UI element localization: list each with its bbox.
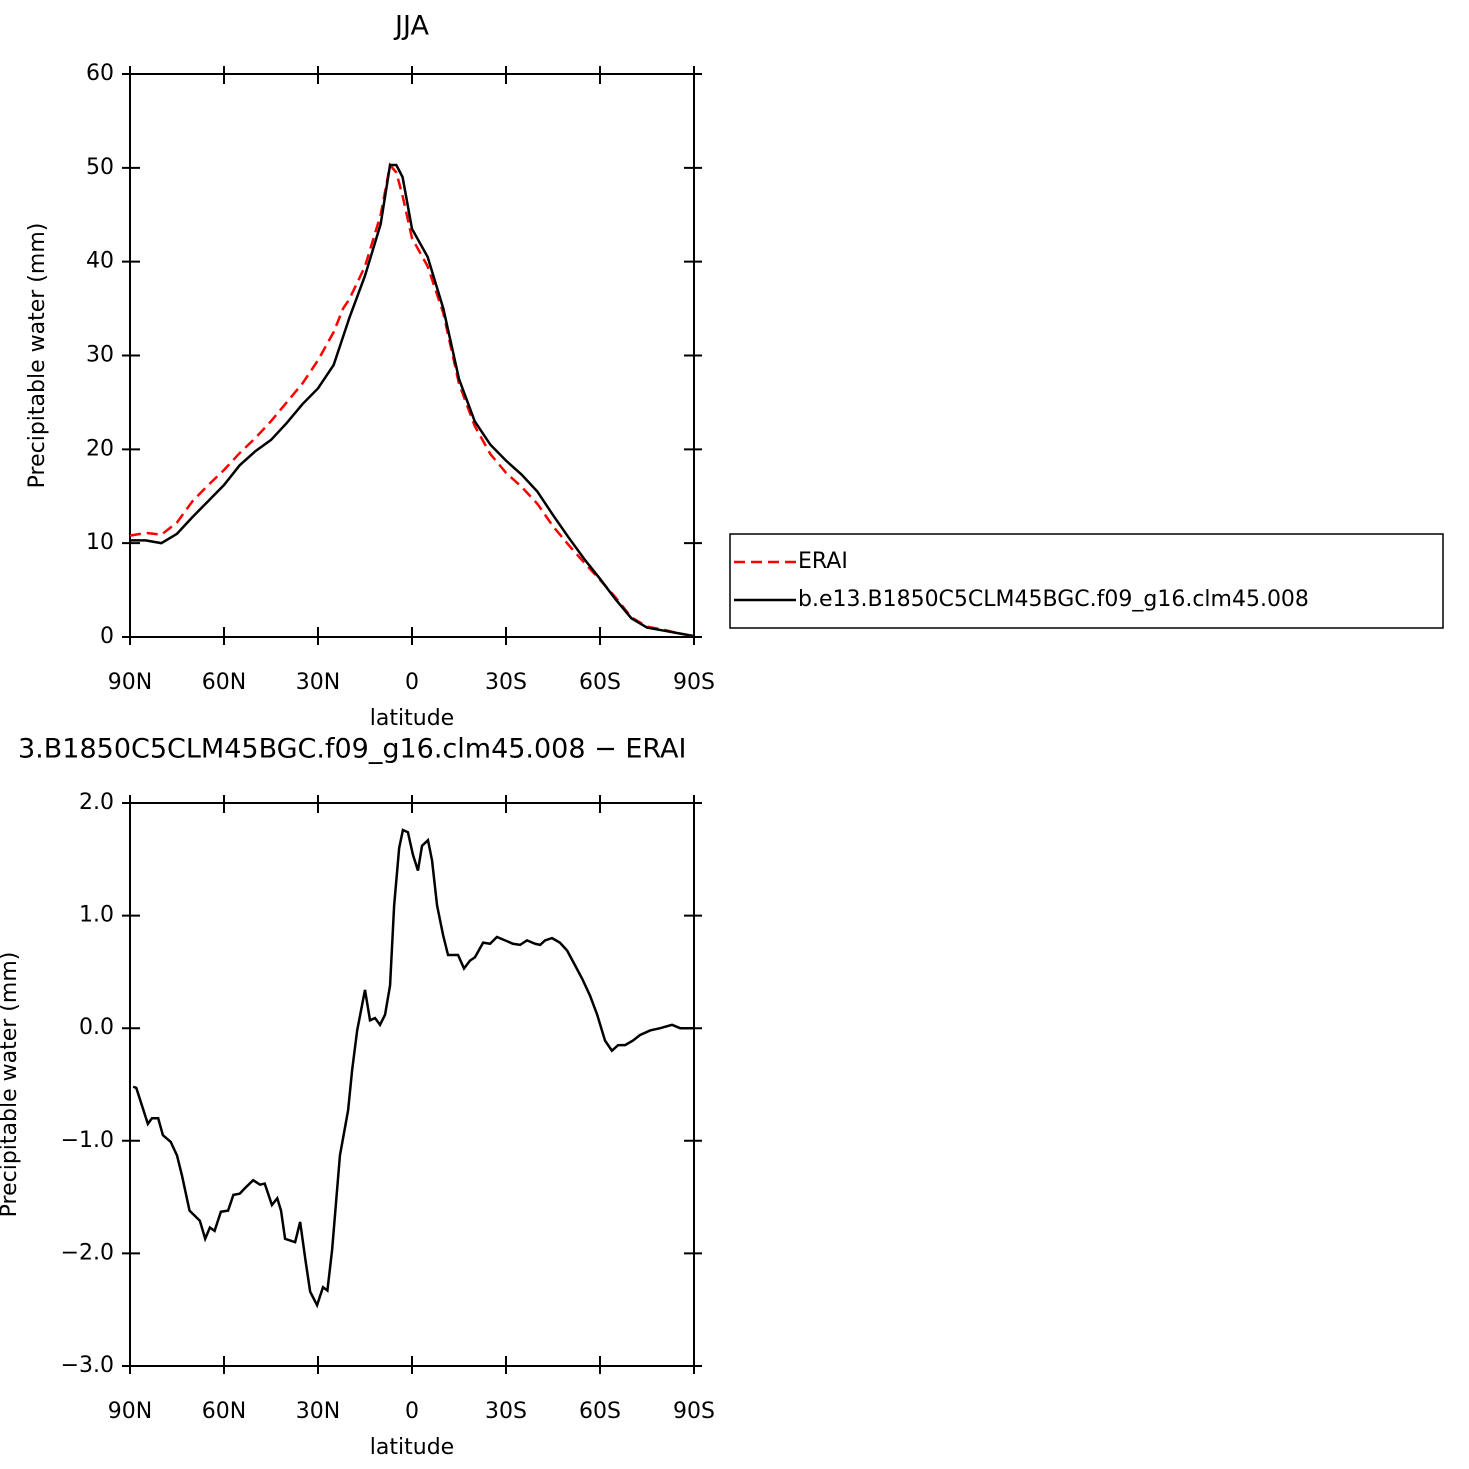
y-tick-label: 20	[86, 436, 114, 461]
x-tick-label: 30S	[485, 1399, 527, 1424]
x-tick-label: 60S	[579, 1399, 621, 1424]
legend-box	[729, 533, 1444, 629]
y-tick-label: 0	[100, 624, 114, 649]
x-tick-label: 90S	[673, 670, 715, 695]
x-tick-label: 60N	[202, 670, 246, 695]
y-tick-label: 1.0	[79, 903, 114, 928]
chart-title: JJA	[393, 11, 429, 42]
chart-title: 3.B1850C5CLM45BGC.f09_g16.clm45.008 − ER…	[18, 734, 687, 765]
x-tick-label: 30N	[296, 1399, 340, 1424]
data-line	[130, 163, 695, 638]
plot-frame	[129, 802, 695, 1367]
x-tick-label: 30S	[485, 670, 527, 695]
plot-frame	[129, 73, 695, 638]
x-tick-label: 90N	[108, 1399, 152, 1424]
y-axis-label: Precipitable water (mm)	[0, 952, 22, 1218]
y-tick-label: 30	[86, 343, 114, 368]
x-tick-label: 0	[405, 1399, 419, 1424]
y-tick-label: 60	[86, 61, 114, 86]
x-tick-label: 0	[405, 670, 419, 695]
y-tick-label: −2.0	[61, 1240, 114, 1265]
y-tick-label: 40	[86, 249, 114, 274]
legend-label: b.e13.B1850C5CLM45BGC.f09_g16.clm45.008	[798, 587, 1309, 612]
x-tick-label: 30N	[296, 670, 340, 695]
y-tick-label: 10	[86, 530, 114, 555]
data-line	[129, 162, 695, 638]
y-axis-label: Precipitable water (mm)	[25, 223, 50, 489]
x-axis-label: latitude	[370, 706, 454, 731]
y-tick-label: −3.0	[61, 1353, 114, 1378]
legend-label: ERAI	[798, 549, 848, 574]
y-tick-label: −1.0	[61, 1128, 114, 1153]
y-tick-label: 2.0	[79, 790, 114, 815]
x-tick-label: 60S	[579, 670, 621, 695]
data-line	[132, 828, 694, 1309]
y-tick-label: 50	[86, 155, 114, 180]
x-tick-label: 60N	[202, 1399, 246, 1424]
x-axis-label: latitude	[370, 1435, 454, 1460]
x-tick-label: 90N	[108, 670, 152, 695]
y-tick-label: 0.0	[79, 1015, 114, 1040]
x-tick-label: 90S	[673, 1399, 715, 1424]
